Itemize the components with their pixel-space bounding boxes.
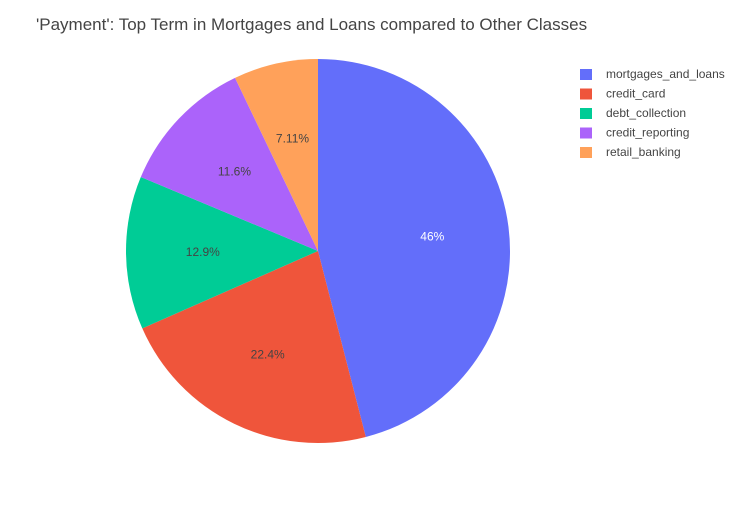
legend-item-debt-collection[interactable]: debt_collection — [580, 106, 686, 120]
slice-label-credit-reporting: 11.6% — [218, 165, 251, 179]
legend-label: mortgages_and_loans — [606, 67, 725, 81]
legend-item-credit-reporting[interactable]: credit_reporting — [580, 126, 689, 140]
legend-label: retail_banking — [606, 145, 681, 159]
legend-label: debt_collection — [606, 106, 686, 120]
slice-label-retail-banking: 7.11% — [276, 132, 309, 146]
legend-item-credit-card[interactable]: credit_card — [580, 87, 665, 101]
legend-label: credit_reporting — [606, 126, 689, 140]
pie-slice-retail-banking[interactable] — [235, 59, 318, 251]
legend-swatch — [580, 127, 592, 139]
slice-label-mortgages-and-loans: 46% — [420, 230, 444, 244]
legend-item-mortgages-and-loans[interactable]: mortgages_and_loans — [580, 67, 725, 81]
legend[interactable]: mortgages_and_loans credit_card debt_colle… — [580, 67, 725, 159]
chart-title: 'Payment': Top Term in Mortgages and Loa… — [36, 15, 587, 34]
slice-labels: 46% 22.4% 12.9% 11.6% 7.11% — [186, 132, 445, 362]
pie-slice-credit-card[interactable] — [142, 251, 366, 444]
legend-swatch — [580, 69, 592, 80]
slice-label-debt-collection: 12.9% — [186, 245, 220, 259]
legend-item-retail-banking[interactable]: retail_banking — [580, 145, 681, 159]
pie-slice-mortgages-and-loans[interactable] — [318, 59, 511, 437]
pie-slices — [125, 59, 511, 444]
legend-swatch — [580, 147, 592, 158]
legend-swatch — [580, 88, 592, 100]
pie-slice-credit-reporting[interactable] — [140, 77, 318, 252]
legend-swatch — [580, 108, 592, 119]
slice-label-credit-card: 22.4% — [251, 348, 285, 362]
pie-slice-debt-collection[interactable] — [125, 177, 318, 329]
legend-label: credit_card — [606, 87, 665, 101]
